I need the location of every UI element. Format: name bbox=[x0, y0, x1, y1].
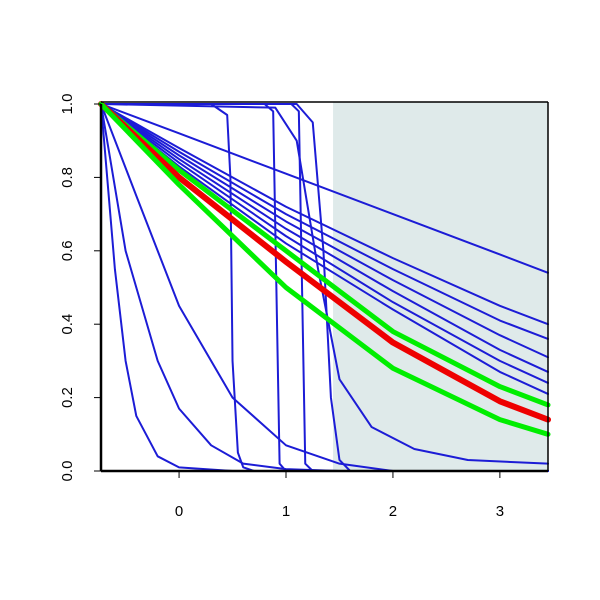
x-tick-label: 1 bbox=[282, 503, 290, 520]
y-tick-label: 0.8 bbox=[59, 167, 76, 188]
y-tick-label: 1.0 bbox=[59, 94, 76, 115]
curve bbox=[100, 103, 549, 384]
x-tick-label: 0 bbox=[175, 503, 183, 520]
curve bbox=[100, 103, 549, 359]
curve bbox=[100, 103, 549, 274]
curve bbox=[100, 103, 549, 472]
y-tick-label: 0.4 bbox=[59, 314, 76, 335]
curve bbox=[98, 101, 551, 437]
x-tick-label: 2 bbox=[389, 503, 397, 520]
shaded-region bbox=[333, 102, 548, 471]
y-tick-label: 0.6 bbox=[59, 240, 76, 261]
x-tick-label: 3 bbox=[496, 503, 504, 520]
curve bbox=[100, 103, 549, 465]
curve bbox=[98, 101, 551, 408]
y-tick-label: 0.0 bbox=[59, 461, 76, 482]
curve bbox=[100, 103, 549, 340]
curve bbox=[100, 103, 549, 373]
curve bbox=[100, 103, 549, 326]
curve bbox=[98, 101, 551, 423]
y-tick-label: 0.2 bbox=[59, 387, 76, 408]
